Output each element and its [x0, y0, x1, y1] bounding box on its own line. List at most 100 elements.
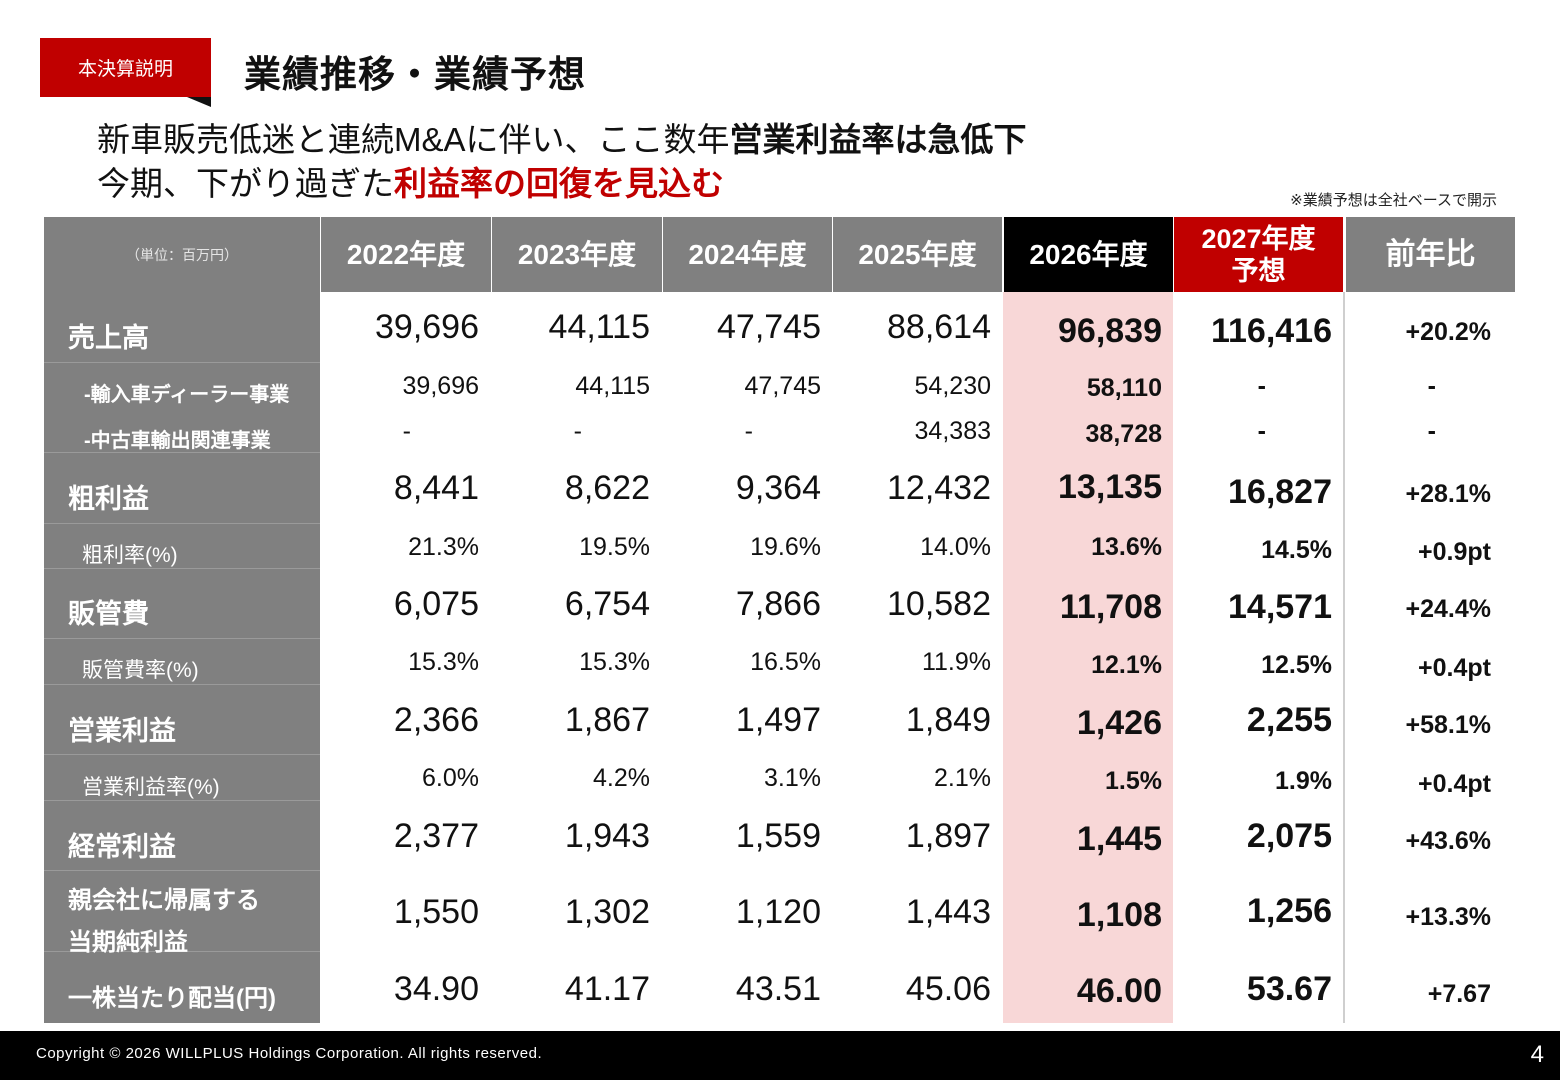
headline: 新車販売低迷と連続M&Aに伴い、ここ数年営業利益率は急低下 今期、下がり過ぎた利… [97, 118, 1027, 206]
row-label-net-income: 親会社に帰属する 当期純利益 [68, 880, 260, 964]
headline-line-2: 今期、下がり過ぎた利益率の回復を見込む [97, 162, 1027, 206]
cell-gross-2022: 8,441 [393, 469, 479, 507]
col-header-2027-forecast: 2027年度 予想 [1174, 217, 1343, 292]
cell-gmargin-2027: 14.5% [1261, 536, 1332, 564]
cell-import-2023: 44,115 [575, 372, 650, 400]
row-label-gross-profit: 粗利益 [68, 484, 149, 514]
cell-op-2027: 2,255 [1246, 701, 1332, 739]
cell-net-2026: 1,108 [1076, 896, 1162, 934]
page-title: 業績推移・業績予想 [244, 54, 586, 95]
cell-gmargin-2025: 14.0% [920, 533, 991, 561]
col-header-2022: 2022年度 [321, 217, 491, 292]
row-label-gross-margin: 粗利率(%) [82, 544, 178, 567]
cell-op-2026: 1,426 [1076, 704, 1162, 742]
cell-export-yoy: - [1427, 417, 1436, 445]
headline-line-1-emphasis: 営業利益率は急低下 [729, 121, 1027, 158]
cell-gross-2024: 9,364 [735, 469, 821, 507]
cell-div-2023: 41.17 [564, 970, 650, 1008]
cell-sgaratio-2023: 15.3% [579, 648, 650, 676]
cell-sgaratio-2024: 16.5% [750, 648, 821, 676]
headline-line-1: 新車販売低迷と連続M&Aに伴い、ここ数年営業利益率は急低下 [97, 118, 1027, 162]
col-header-yoy: 前年比 [1346, 217, 1515, 292]
row-separator [44, 951, 320, 952]
headline-line-2-normal: 今期、下がり過ぎた [97, 165, 394, 202]
cell-export-2025: 34,383 [914, 417, 991, 445]
copyright: Copyright © 2026 WILLPLUS Holdings Corpo… [36, 1045, 543, 1062]
cell-gross-yoy: +28.1% [1405, 480, 1492, 508]
cell-net-2025: 1,443 [905, 893, 991, 931]
cell-gmargin-2023: 19.5% [579, 533, 650, 561]
row-separator [44, 800, 320, 801]
headline-line-1-normal: 新車販売低迷と連続M&Aに伴い、ここ数年 [97, 121, 730, 158]
cell-opmargin-2026: 1.5% [1105, 767, 1162, 795]
cell-op-2024: 1,497 [735, 701, 821, 739]
cell-opmargin-2025: 2.1% [934, 764, 991, 792]
cell-opmargin-2023: 4.2% [593, 764, 650, 792]
row-label-operating-margin: 営業利益率(%) [82, 776, 220, 799]
yoy-separator [1343, 292, 1345, 1023]
cell-import-2025: 54,230 [914, 372, 991, 400]
cell-import-2026: 58,110 [1086, 374, 1162, 402]
row-separator [44, 684, 320, 685]
cell-div-2024: 43.51 [735, 970, 821, 1008]
row-separator [44, 452, 320, 453]
cell-ord-2023: 1,943 [564, 817, 650, 855]
cell-opmargin-yoy: +0.4pt [1418, 770, 1491, 798]
col-header-2026: 2026年度 [1004, 217, 1173, 292]
cell-export-2026: 38,728 [1085, 420, 1162, 448]
col-header-2025: 2025年度 [833, 217, 1002, 292]
unit-label: （単位：百万円） [44, 217, 320, 292]
cell-sgaratio-2022: 15.3% [408, 648, 479, 676]
cell-ord-2026: 1,445 [1076, 820, 1162, 858]
cell-import-yoy: - [1427, 372, 1436, 400]
cell-sales-2023: 44,115 [548, 308, 650, 346]
row-separator [44, 568, 320, 569]
cell-net-2022: 1,550 [393, 893, 479, 931]
cell-ord-2024: 1,559 [735, 817, 821, 855]
badge-tail-decoration [187, 97, 211, 107]
row-label-net-income-line-1: 親会社に帰属する [68, 887, 260, 914]
cell-ord-yoy: +43.6% [1405, 827, 1492, 855]
cell-ord-2022: 2,377 [393, 817, 479, 855]
cell-net-2024: 1,120 [735, 893, 821, 931]
cell-sga-yoy: +24.4% [1405, 595, 1492, 623]
cell-sgaratio-2025: 11.9% [921, 648, 991, 676]
cell-opmargin-2027: 1.9% [1275, 767, 1332, 795]
cell-export-2022: - [402, 417, 411, 445]
cell-op-yoy: +58.1% [1405, 711, 1492, 739]
cell-gross-2027: 16,827 [1228, 473, 1332, 511]
cell-import-2024: 47,745 [744, 372, 821, 400]
cell-sales-2024: 47,745 [717, 308, 821, 346]
cell-net-yoy: +13.3% [1405, 903, 1492, 931]
cell-sgaratio-yoy: +0.4pt [1418, 654, 1491, 682]
cell-export-2027: - [1257, 417, 1266, 445]
row-label-used-export: -中古車輸出関連事業 [84, 430, 271, 452]
col-header-2027-year: 2027年度 [1201, 223, 1316, 254]
col-header-2027-forecast-label: 予想 [1231, 255, 1286, 286]
cell-div-2027: 53.67 [1246, 970, 1332, 1008]
cell-div-2026: 46.00 [1076, 972, 1162, 1010]
cell-gmargin-2022: 21.3% [408, 533, 479, 561]
col-header-2024: 2024年度 [663, 217, 832, 292]
row-label-sga-ratio: 販管費率(%) [82, 659, 199, 682]
row-label-dividend: 一株当たり配当(円) [68, 985, 276, 1012]
cell-gmargin-2026: 13.6% [1091, 533, 1162, 561]
row-label-net-income-line-2: 当期純利益 [68, 929, 188, 956]
cell-opmargin-2024: 3.1% [764, 764, 821, 792]
row-separator [44, 523, 320, 524]
cell-sga-2025: 10,582 [887, 585, 991, 623]
cell-gross-2023: 8,622 [564, 469, 650, 507]
cell-op-2022: 2,366 [393, 701, 479, 739]
row-label-ordinary-profit: 経常利益 [68, 832, 176, 862]
cell-import-2027: - [1257, 372, 1266, 400]
cell-op-2025: 1,849 [905, 701, 991, 739]
cell-import-2022: 39,696 [402, 372, 479, 400]
row-label-sales: 売上高 [68, 323, 149, 353]
cell-sga-2023: 6,754 [564, 585, 650, 623]
footer: Copyright © 2026 WILLPLUS Holdings Corpo… [0, 1031, 1560, 1080]
cell-div-yoy: +7.67 [1427, 980, 1491, 1008]
cell-net-2027: 1,256 [1246, 892, 1332, 930]
cell-sga-2022: 6,075 [393, 585, 479, 623]
section-badge: 本決算説明 [40, 38, 211, 97]
headline-line-2-emphasis: 利益率の回復を見込む [394, 165, 724, 202]
